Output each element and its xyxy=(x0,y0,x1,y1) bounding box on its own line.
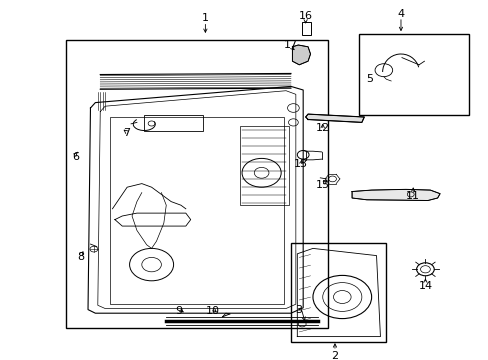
Polygon shape xyxy=(305,114,364,122)
Text: 4: 4 xyxy=(397,9,404,19)
Text: 1: 1 xyxy=(202,13,208,23)
Text: 16: 16 xyxy=(298,11,312,21)
Text: 5: 5 xyxy=(365,74,372,84)
Polygon shape xyxy=(351,189,439,201)
Bar xyxy=(359,34,468,115)
Text: 8: 8 xyxy=(77,252,84,262)
Text: 6: 6 xyxy=(72,152,79,162)
Bar xyxy=(239,126,288,205)
Text: 10: 10 xyxy=(205,306,219,316)
Bar xyxy=(110,117,283,304)
Text: 11: 11 xyxy=(406,191,419,201)
Text: 13: 13 xyxy=(293,159,307,169)
Bar xyxy=(290,243,386,342)
Text: 15: 15 xyxy=(315,180,329,190)
Bar xyxy=(301,22,310,35)
Text: 14: 14 xyxy=(418,281,431,291)
Text: 7: 7 xyxy=(123,128,130,138)
Bar xyxy=(144,115,203,131)
Polygon shape xyxy=(292,45,310,65)
Text: 9: 9 xyxy=(175,306,182,316)
Text: 12: 12 xyxy=(315,123,329,133)
Text: 17: 17 xyxy=(284,40,297,50)
Bar xyxy=(66,40,327,328)
Text: 2: 2 xyxy=(331,351,338,360)
Text: 3: 3 xyxy=(294,305,301,315)
